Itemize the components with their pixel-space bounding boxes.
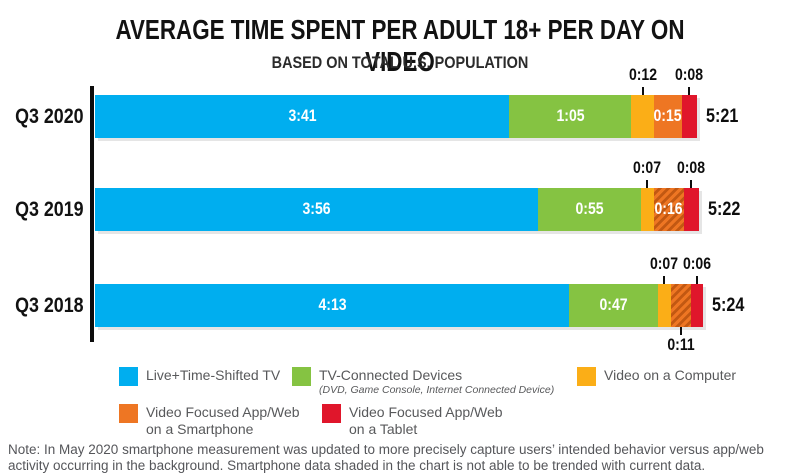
legend-label: Video Focused App/Web (349, 404, 503, 420)
legend-label: TV-Connected Devices (319, 367, 463, 383)
row-total-text: 5:24 (711, 294, 744, 316)
segment-callout-tick (641, 87, 644, 95)
segment-value-label: 0:08 (675, 66, 704, 84)
bar-segment (640, 188, 654, 231)
segment-value-label: 0:55 (575, 200, 604, 218)
bar-segment: 0:55 (537, 188, 641, 231)
row-total-text: 5:22 (707, 198, 741, 220)
segment-callout-tick (679, 327, 682, 335)
segment-value-label: 4:13 (318, 296, 347, 314)
row-label-q3-2018: Q3 2018 (0, 284, 84, 327)
row-total-label: 5:24 (712, 284, 750, 327)
stacked-bar-q3-2019: 3:56 0:55 0:16 (95, 188, 699, 231)
segment-value-label: 0:47 (599, 296, 628, 314)
legend-sublabel: (DVD, Game Console, Internet Connected D… (319, 384, 555, 396)
chart-subtitle: BASED ON TOTAL U.S. POPULATION (271, 53, 529, 72)
legend-item-video-tablet: Video Focused App/Web on a Tablet (322, 404, 503, 438)
y-axis-line (90, 86, 94, 342)
segment-callout-tick (646, 180, 649, 188)
segment-value-label: 0:07 (633, 159, 662, 177)
legend-label: Video on a Computer (604, 367, 737, 383)
row-label-q3-2019: Q3 2019 (0, 188, 84, 231)
stacked-bar-q3-2020: 3:41 1:05 0:15 (95, 95, 697, 138)
legend-label-line2: on a Tablet (349, 421, 418, 437)
legend-item-live-tv: Live+Time-Shifted TV (119, 367, 280, 386)
segment-callout-tick (688, 87, 691, 95)
segment-value-label: 1:05 (556, 107, 585, 125)
stacked-bar-q3-2018: 4:13 0:47 (95, 284, 703, 327)
legend-label: Live+Time-Shifted TV (146, 367, 281, 383)
bar-segment (657, 284, 671, 327)
legend-label: Video Focused App/Web (146, 404, 300, 420)
segment-callout-tick (663, 276, 666, 284)
bar-segment (683, 188, 699, 231)
segment-value-label: 0:06 (682, 255, 711, 273)
legend-swatch-video-tablet (322, 404, 341, 423)
legend-swatch-video-smartphone (119, 404, 138, 423)
legend-item-video-smartphone: Video Focused App/Web on a Smartphone (119, 404, 300, 438)
bar-segment: 4:13 (95, 284, 570, 327)
segment-value-label: 0:07 (650, 255, 679, 273)
bar-segment (631, 95, 654, 138)
bar-segment: 1:05 (509, 95, 632, 138)
legend-swatch-tv-connected (292, 367, 311, 386)
bar-segment: 3:56 (95, 188, 538, 231)
legend-swatch-live-tv (119, 367, 138, 386)
segment-value-label: 0:12 (628, 66, 657, 84)
legend-label-line2: on a Smartphone (146, 421, 254, 437)
bar-segment (670, 284, 692, 327)
row-label-text: Q3 2019 (15, 197, 84, 221)
bar-segment: 0:47 (569, 284, 658, 327)
legend-item-tv-connected: TV-Connected Devices (DVD, Game Console,… (292, 367, 554, 396)
bar-segment (691, 284, 703, 327)
segment-value-label: 0:11 (667, 336, 695, 354)
bar-segment: 0:16 (653, 188, 684, 231)
legend-item-video-computer: Video on a Computer (577, 367, 736, 386)
bar-segment (681, 95, 697, 138)
row-label-q3-2020: Q3 2020 (0, 95, 84, 138)
bar-segment: 3:41 (95, 95, 510, 138)
segment-value-label: 0:15 (653, 107, 682, 125)
legend-swatch-video-computer (577, 367, 596, 386)
segment-value-label: 0:08 (677, 159, 706, 177)
segment-callout-tick (690, 180, 693, 188)
row-total-label: 5:21 (706, 95, 744, 138)
segment-value-label: 0:16 (654, 200, 683, 218)
row-label-text: Q3 2020 (15, 104, 84, 128)
bar-segment: 0:15 (653, 95, 682, 138)
chart-title: AVERAGE TIME SPENT PER ADULT 18+ PER DAY… (115, 14, 685, 77)
row-total-label: 5:22 (708, 188, 746, 231)
segment-value-label: 3:56 (302, 200, 331, 218)
row-label-text: Q3 2018 (15, 293, 84, 317)
footnote: Note: In May 2020 smartphone measurement… (8, 442, 764, 473)
row-total-text: 5:21 (705, 105, 739, 127)
segment-value-label: 3:41 (288, 107, 317, 125)
segment-callout-tick (695, 276, 698, 284)
